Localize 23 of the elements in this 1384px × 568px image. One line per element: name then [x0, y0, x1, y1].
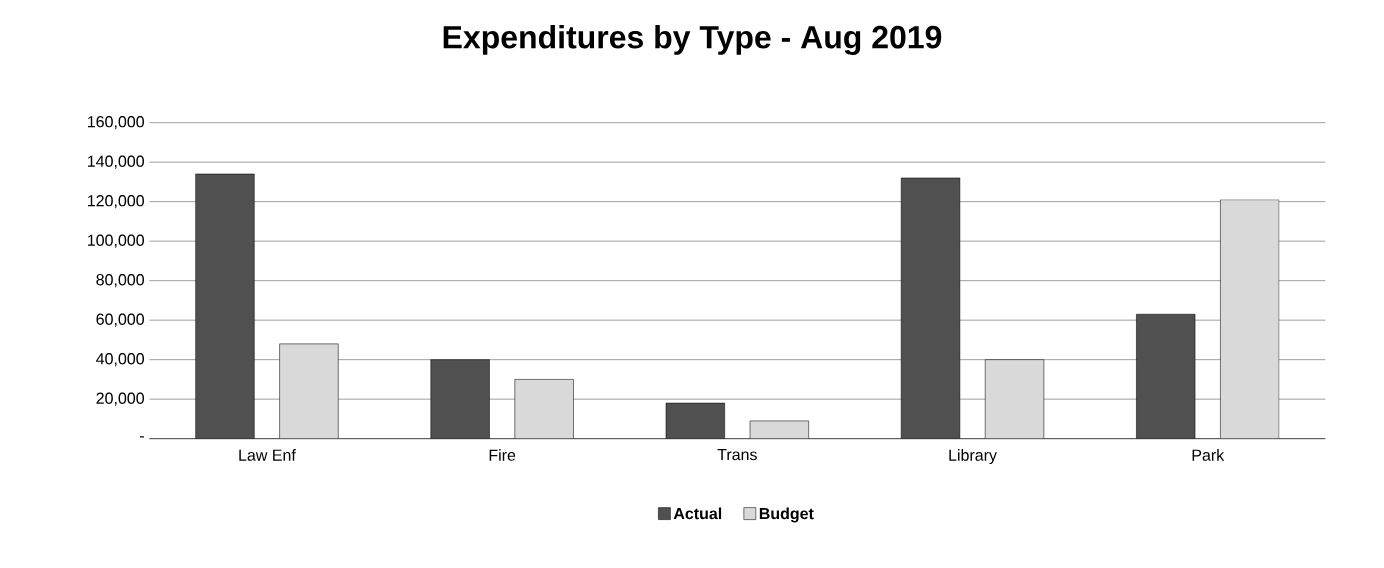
bar [984, 359, 1045, 439]
y-tick-label: 40,000 [96, 353, 144, 367]
bar [279, 343, 339, 439]
y-tick-label: 20,000 [96, 392, 144, 406]
bar [666, 403, 725, 439]
y-tick-label: 140,000 [88, 155, 144, 169]
x-tick-label: Library [949, 449, 997, 464]
x-tick-label: Law Enf [239, 449, 296, 461]
y-tick-label: 120,000 [88, 195, 144, 209]
y-tick-label: 60,000 [96, 313, 144, 327]
y-tick-label: 100,000 [88, 234, 144, 248]
bar [514, 379, 574, 439]
y-tick-label: - [140, 436, 144, 438]
x-tick-label: Park [1192, 449, 1225, 461]
y-tick-label: 160,000 [88, 116, 144, 130]
bar [1220, 199, 1280, 439]
legend-label: Budget [759, 507, 814, 523]
x-tick-label: Trans [717, 449, 757, 461]
legend-label: Actual [673, 507, 722, 520]
chart-title: Expenditures by Type - Aug 2019 [443, 25, 942, 55]
x-tick-label: Fire [489, 449, 516, 461]
y-tick-label: 80,000 [96, 274, 144, 288]
bar [749, 420, 809, 439]
